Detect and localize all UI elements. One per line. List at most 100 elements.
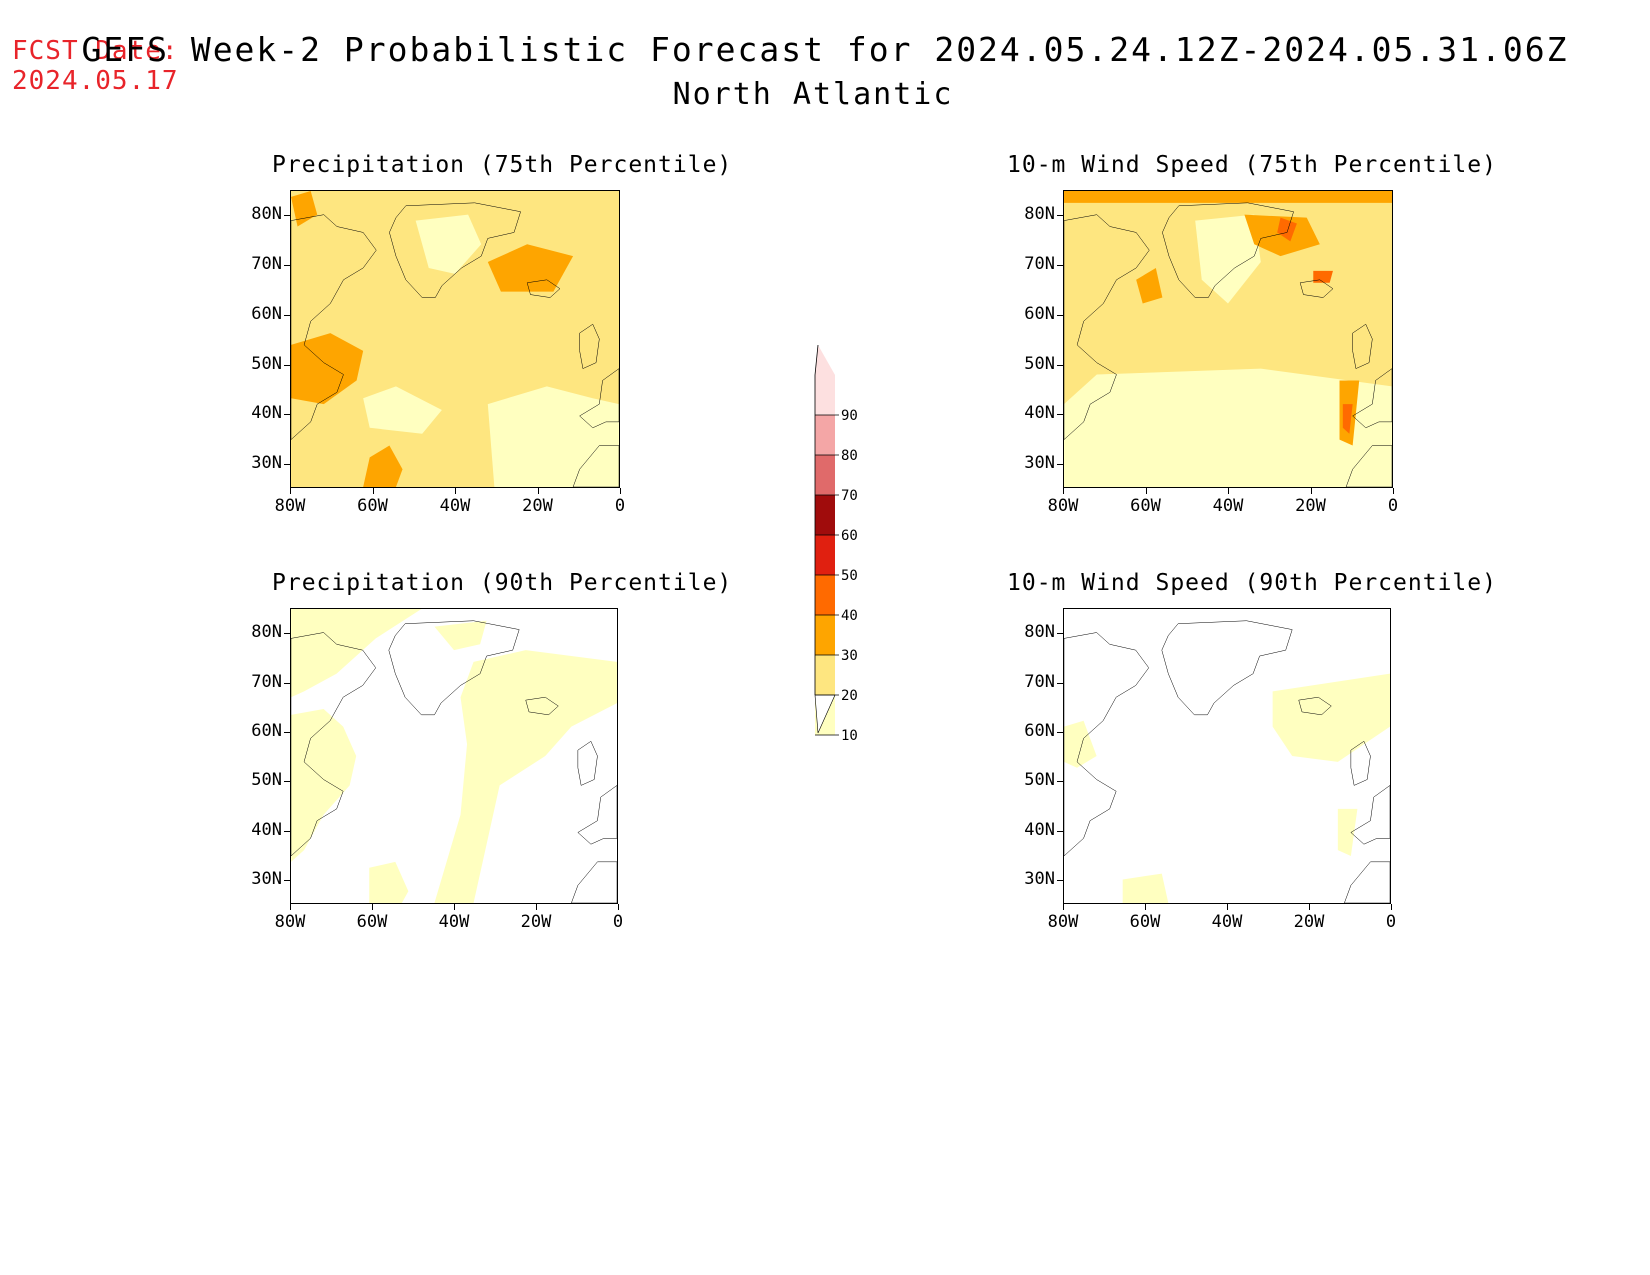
longitude-label: 40W [1212,496,1244,516]
probability-field-low [363,386,442,434]
latitude-label: 50N [1024,770,1055,791]
latitude-tick [1057,265,1063,267]
europe-coastline [578,785,617,844]
longitude-tick [372,904,373,910]
latitude-tick [1057,682,1063,684]
map-precip90 [290,608,618,904]
map-precip75 [290,190,620,488]
latitude-label: 60N [251,303,282,324]
latitude-label: 80N [251,204,282,225]
colorbar-swatch [815,495,835,535]
colorbar-swatch [815,655,835,695]
latitude-label: 80N [1024,622,1055,643]
probability-field-low [1064,720,1097,768]
british-isles-coastline [578,741,598,785]
panel-title-wind75: 10-m Wind Speed (75th Percentile) [1007,152,1497,178]
colorbar-swatch [815,415,835,455]
probability-field-low [1337,808,1358,856]
longitude-tick [290,488,291,494]
greenland-coastline [1162,203,1293,298]
probability-field-mid [363,445,403,487]
forecast-date-label: FCST Date: [12,36,179,66]
longitude-tick [1310,488,1312,494]
probability-field-low [291,708,357,862]
latitude-tick [284,633,290,635]
north-america-coastline [1064,215,1149,440]
latitude-label: 30N [251,869,282,890]
longitude-tick [618,904,619,910]
latitude-tick [284,781,290,783]
british-isles-coastline [1353,324,1373,368]
longitude-label: 60W [1129,912,1161,932]
forecast-date-value: 2024.05.17 [12,66,179,96]
colorbar-level-label: 90 [841,408,858,424]
colorbar-swatch [815,575,835,615]
latitude-tick [284,464,290,466]
latitude-label: 30N [251,453,282,474]
latitude-label: 60N [1024,303,1055,324]
british-isles-coastline [1351,741,1371,785]
north-america-coastline [291,633,376,856]
longitude-tick [455,488,456,494]
europe-coastline [580,369,619,428]
latitude-tick [1057,215,1063,217]
probability-field-high [1313,270,1333,283]
latitude-tick [284,830,290,832]
latitude-label: 80N [251,622,282,643]
longitude-label: 60W [356,912,388,932]
longitude-label: 80W [1047,496,1079,516]
probability-field-mid [487,244,574,292]
panel-title-precip75: Precipitation (75th Percentile) [272,152,733,178]
europe-coastline [1351,785,1390,844]
probability-field-low [1272,673,1390,762]
latitude-tick [1057,314,1063,316]
latitude-label: 70N [251,254,282,275]
british-isles-coastline [580,324,600,368]
longitude-label: 40W [1211,912,1243,932]
longitude-tick [620,488,621,494]
panel-title-precip90: Precipitation (90th Percentile) [272,570,733,596]
colorbar-level-label: 40 [841,608,858,624]
latitude-label: 40N [1024,403,1055,424]
north-america-coastline [291,215,376,440]
latitude-tick [284,880,290,882]
africa-coastline [571,862,617,903]
probability-field-low [434,620,487,651]
greenland-coastline [1162,621,1292,715]
africa-coastline [1344,862,1390,903]
iceland-coastline [527,280,560,298]
longitude-label: 40W [439,496,471,516]
longitude-label: 0 [612,912,624,932]
probability-field-base [1064,609,1390,903]
colorbar-level-label: 20 [841,688,858,704]
longitude-label: 40W [438,912,470,932]
latitude-tick [1057,880,1063,882]
latitude-tick [1057,464,1063,466]
map-wind75 [1063,190,1393,488]
longitude-label: 80W [274,496,306,516]
longitude-tick [1145,488,1147,494]
colorbar-top-arrow [815,345,835,375]
greenland-coastline [389,621,519,715]
latitude-tick [284,682,290,684]
page-title: GEFS Week-2 Probabilistic Forecast for 2… [81,30,1569,69]
latitude-tick [1057,830,1063,832]
colorbar-level-label: 50 [841,568,858,584]
latitude-label: 50N [1024,353,1055,374]
probability-field-low [1195,214,1261,304]
longitude-label: 0 [1387,496,1399,516]
colorbar-level-label: 70 [841,488,858,504]
latitude-tick [284,732,290,734]
latitude-tick [1057,364,1063,366]
latitude-label: 30N [1024,869,1055,890]
colorbar-swatch [815,535,835,575]
longitude-label: 20W [1295,496,1326,516]
latitude-label: 40N [1024,819,1055,840]
longitude-label: 80W [274,912,306,932]
probability-field-low [415,214,482,274]
latitude-label: 70N [1024,671,1055,692]
probability-field-mid [1136,267,1163,304]
colorbar-swatch [815,375,835,415]
iceland-coastline [526,697,559,715]
latitude-tick [1057,781,1063,783]
